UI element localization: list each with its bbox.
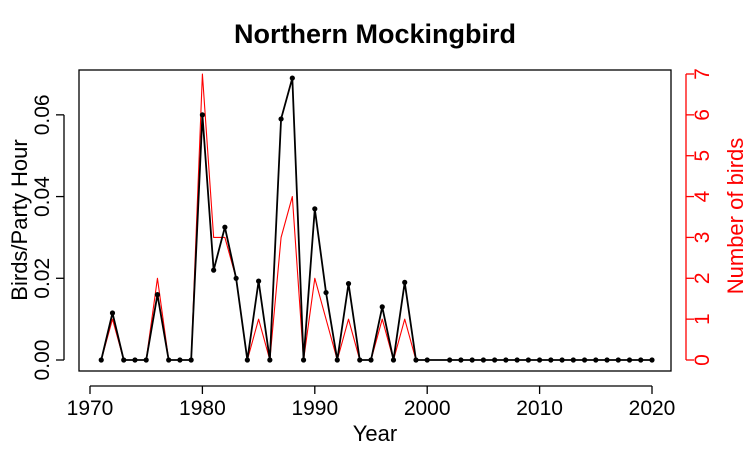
right-tick-label: 1 xyxy=(691,313,714,325)
data-point xyxy=(154,292,161,298)
x-tick-label: 2000 xyxy=(404,397,451,420)
right-tick-label: 7 xyxy=(691,68,714,80)
data-point xyxy=(121,357,127,363)
right-tick-label: 4 xyxy=(691,190,714,202)
data-point xyxy=(559,357,565,363)
data-point xyxy=(312,206,318,212)
data-point xyxy=(334,357,340,363)
x-tick-label: 1970 xyxy=(67,397,114,420)
x-axis-label: Year xyxy=(353,421,397,446)
data-point xyxy=(615,357,621,363)
right-y-axis: 0 1 2 3 4 5 6 7 xyxy=(685,68,714,366)
data-point xyxy=(626,357,633,363)
left-tick-label: 0.02 xyxy=(31,258,54,299)
data-point xyxy=(368,357,374,363)
data-point xyxy=(581,357,588,363)
data-point xyxy=(525,357,531,363)
data-point xyxy=(593,357,599,363)
left-tick-label: 0.04 xyxy=(31,176,54,217)
data-point xyxy=(244,357,250,363)
x-tick-label: 2020 xyxy=(629,397,676,420)
data-point xyxy=(177,357,183,363)
right-tick-label: 2 xyxy=(691,272,714,284)
data-point xyxy=(413,357,419,363)
data-point xyxy=(424,357,430,363)
chart-title: Northern Mockingbird xyxy=(234,19,516,49)
data-point xyxy=(390,357,397,363)
data-point xyxy=(211,267,217,273)
data-point xyxy=(604,357,610,363)
left-tick-label: 0.06 xyxy=(31,94,54,135)
data-point xyxy=(256,278,262,284)
data-point xyxy=(98,357,104,363)
data-point xyxy=(222,224,228,230)
data-point xyxy=(132,357,138,363)
number-of-birds-line xyxy=(100,73,652,361)
left-y-axis: 0.00 0.02 0.04 0.06 xyxy=(31,94,65,381)
right-tick-label: 0 xyxy=(691,354,714,366)
x-axis: 1970 1980 1990 2000 2010 2020 xyxy=(67,385,676,420)
x-tick-label: 1990 xyxy=(291,397,338,420)
data-point xyxy=(537,357,543,363)
data-point xyxy=(289,75,295,81)
x-tick-label: 2010 xyxy=(516,397,563,420)
data-point xyxy=(379,304,385,310)
data-point xyxy=(638,357,644,363)
right-tick-label: 3 xyxy=(691,232,714,244)
plot-frame xyxy=(78,69,672,372)
data-point xyxy=(188,357,194,363)
data-point xyxy=(345,281,352,287)
data-point xyxy=(199,112,205,118)
data-point xyxy=(469,357,475,363)
right-y-axis-label: Number of birds xyxy=(723,138,748,295)
data-point xyxy=(233,275,239,281)
data-point xyxy=(402,279,408,285)
data-point xyxy=(649,357,655,363)
data-point xyxy=(109,310,116,316)
data-point xyxy=(166,357,172,363)
data-point xyxy=(458,357,464,363)
data-point xyxy=(143,357,149,363)
right-tick-label: 5 xyxy=(691,150,714,162)
data-point xyxy=(278,116,284,122)
data-point xyxy=(503,357,509,363)
data-point xyxy=(480,357,486,363)
data-point xyxy=(447,357,453,363)
data-point xyxy=(267,357,273,363)
data-point xyxy=(548,357,554,363)
right-tick-label: 6 xyxy=(691,109,714,121)
birds-per-party-hour-line xyxy=(100,77,652,361)
data-point xyxy=(570,357,576,363)
left-y-axis-label: Birds/Party Hour xyxy=(7,139,32,300)
data-point xyxy=(514,357,520,363)
data-point xyxy=(492,357,498,363)
data-point xyxy=(357,357,363,363)
series-layer xyxy=(98,73,655,363)
x-tick-label: 1980 xyxy=(179,397,226,420)
data-point xyxy=(300,357,307,363)
left-tick-label: 0.00 xyxy=(31,340,54,381)
data-point xyxy=(323,289,329,296)
